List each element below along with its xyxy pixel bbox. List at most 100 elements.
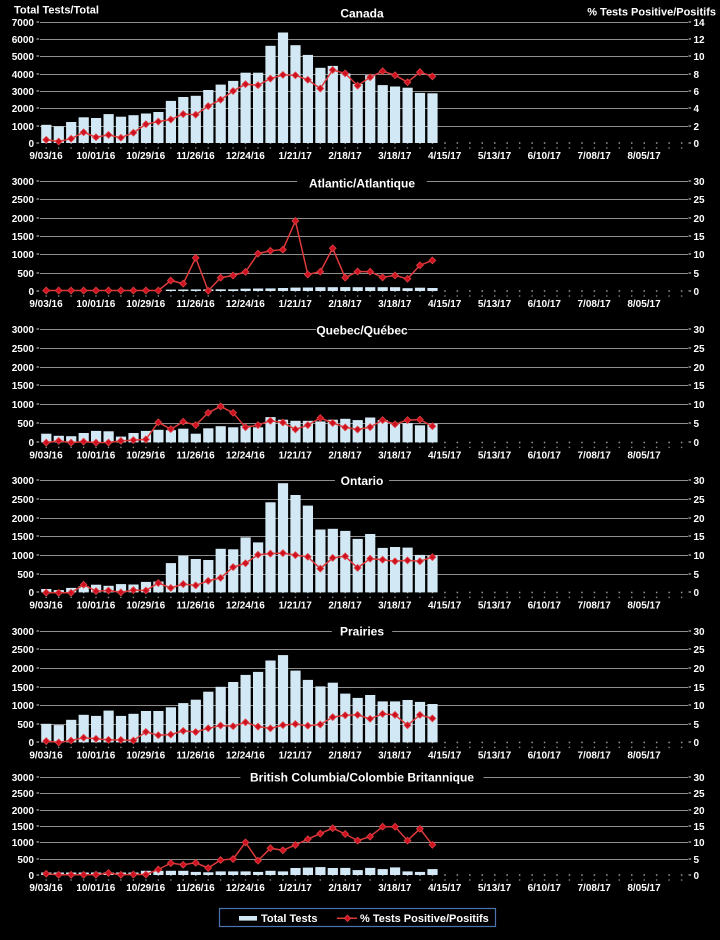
svg-text:1000: 1000	[12, 122, 35, 133]
svg-text:6/10/17: 6/10/17	[528, 883, 562, 894]
svg-text:4/15/17: 4/15/17	[428, 883, 462, 894]
svg-text:10/01/16: 10/01/16	[76, 750, 115, 761]
svg-text:25: 25	[694, 495, 706, 506]
svg-text:Prairies: Prairies	[340, 624, 384, 638]
svg-text:0: 0	[694, 438, 700, 449]
svg-text:2500: 2500	[12, 195, 35, 206]
svg-text:10: 10	[694, 52, 706, 63]
svg-text:Total Tests: Total Tests	[261, 913, 317, 925]
svg-text:2500: 2500	[12, 645, 35, 656]
svg-text:1/21/17: 1/21/17	[279, 750, 313, 761]
svg-text:4/15/17: 4/15/17	[428, 600, 462, 611]
svg-text:9/03/16: 9/03/16	[29, 883, 63, 894]
svg-text:0: 0	[28, 871, 34, 882]
svg-text:2000: 2000	[12, 664, 35, 675]
svg-text:1/21/17: 1/21/17	[279, 883, 313, 894]
svg-text:25: 25	[694, 344, 706, 355]
svg-text:0: 0	[28, 588, 34, 599]
svg-text:10: 10	[694, 250, 706, 261]
svg-text:1000: 1000	[12, 838, 35, 849]
svg-text:2/18/17: 2/18/17	[328, 299, 362, 310]
svg-text:5: 5	[694, 855, 700, 866]
svg-text:5000: 5000	[12, 52, 35, 63]
svg-text:14: 14	[694, 18, 706, 29]
svg-text:8/05/17: 8/05/17	[627, 450, 661, 461]
svg-text:1/21/17: 1/21/17	[279, 450, 313, 461]
svg-text:Canada: Canada	[340, 6, 384, 20]
svg-text:25: 25	[694, 789, 706, 800]
svg-text:0: 0	[694, 738, 700, 749]
svg-text:7/08/17: 7/08/17	[578, 450, 612, 461]
svg-text:1500: 1500	[12, 232, 35, 243]
svg-text:0: 0	[694, 287, 700, 298]
svg-text:6: 6	[694, 87, 700, 98]
svg-text:5/13/17: 5/13/17	[478, 600, 512, 611]
svg-text:500: 500	[17, 269, 34, 280]
svg-text:1500: 1500	[12, 683, 35, 694]
svg-text:2/18/17: 2/18/17	[328, 600, 362, 611]
svg-text:2/18/17: 2/18/17	[328, 450, 362, 461]
svg-text:3000: 3000	[12, 476, 35, 487]
svg-text:7000: 7000	[12, 18, 35, 29]
svg-text:1500: 1500	[12, 532, 35, 543]
svg-text:3/18/17: 3/18/17	[378, 600, 412, 611]
svg-text:2500: 2500	[12, 789, 35, 800]
svg-text:5: 5	[694, 570, 700, 581]
svg-text:5/13/17: 5/13/17	[478, 450, 512, 461]
svg-text:6/10/17: 6/10/17	[528, 151, 562, 162]
svg-text:25: 25	[694, 645, 706, 656]
svg-text:9/03/16: 9/03/16	[29, 750, 63, 761]
svg-text:11/26/16: 11/26/16	[176, 750, 215, 761]
svg-text:2500: 2500	[12, 344, 35, 355]
svg-text:2: 2	[694, 122, 700, 133]
svg-text:10/01/16: 10/01/16	[76, 450, 115, 461]
svg-text:5/13/17: 5/13/17	[478, 750, 512, 761]
svg-text:3/18/17: 3/18/17	[378, 450, 412, 461]
svg-text:2000: 2000	[12, 363, 35, 374]
svg-text:6/10/17: 6/10/17	[528, 299, 562, 310]
svg-text:2000: 2000	[12, 214, 35, 225]
svg-text:7/08/17: 7/08/17	[578, 299, 612, 310]
svg-text:2/18/17: 2/18/17	[328, 151, 362, 162]
svg-text:9/03/16: 9/03/16	[29, 151, 63, 162]
svg-text:5: 5	[694, 720, 700, 731]
svg-text:3/18/17: 3/18/17	[378, 299, 412, 310]
svg-text:12: 12	[694, 35, 706, 46]
svg-text:30: 30	[694, 177, 706, 188]
svg-text:9/03/16: 9/03/16	[29, 600, 63, 611]
svg-text:11/26/16: 11/26/16	[176, 151, 215, 162]
svg-text:1500: 1500	[12, 822, 35, 833]
svg-text:2/18/17: 2/18/17	[328, 883, 362, 894]
svg-text:30: 30	[694, 773, 706, 784]
svg-text:7/08/17: 7/08/17	[578, 883, 612, 894]
svg-text:3000: 3000	[12, 627, 35, 638]
svg-text:10/29/16: 10/29/16	[126, 299, 165, 310]
svg-text:% Tests Positive/Positifs: % Tests Positive/Positifs	[360, 913, 489, 925]
svg-text:3000: 3000	[12, 177, 35, 188]
svg-text:10/29/16: 10/29/16	[126, 750, 165, 761]
svg-text:0: 0	[28, 287, 34, 298]
svg-text:1/21/17: 1/21/17	[279, 151, 313, 162]
svg-text:Ontario: Ontario	[341, 474, 384, 488]
svg-text:30: 30	[694, 627, 706, 638]
svg-text:0: 0	[694, 139, 700, 150]
svg-text:Quebec/Québec: Quebec/Québec	[316, 323, 408, 337]
svg-text:25: 25	[694, 195, 706, 206]
svg-text:2000: 2000	[12, 514, 35, 525]
svg-text:3000: 3000	[12, 325, 35, 336]
svg-text:Total Tests/Total: Total Tests/Total	[14, 5, 99, 17]
svg-text:8/05/17: 8/05/17	[627, 750, 661, 761]
svg-text:5: 5	[694, 419, 700, 430]
svg-text:15: 15	[694, 822, 706, 833]
svg-text:10/01/16: 10/01/16	[76, 883, 115, 894]
svg-text:15: 15	[694, 683, 706, 694]
svg-text:12/24/16: 12/24/16	[226, 151, 265, 162]
svg-text:6/10/17: 6/10/17	[528, 600, 562, 611]
svg-text:4/15/17: 4/15/17	[428, 151, 462, 162]
svg-text:5/13/17: 5/13/17	[478, 151, 512, 162]
svg-text:1000: 1000	[12, 551, 35, 562]
svg-text:3/18/17: 3/18/17	[378, 883, 412, 894]
svg-text:7/08/17: 7/08/17	[578, 151, 612, 162]
svg-text:500: 500	[17, 720, 34, 731]
svg-text:7/08/17: 7/08/17	[578, 600, 612, 611]
